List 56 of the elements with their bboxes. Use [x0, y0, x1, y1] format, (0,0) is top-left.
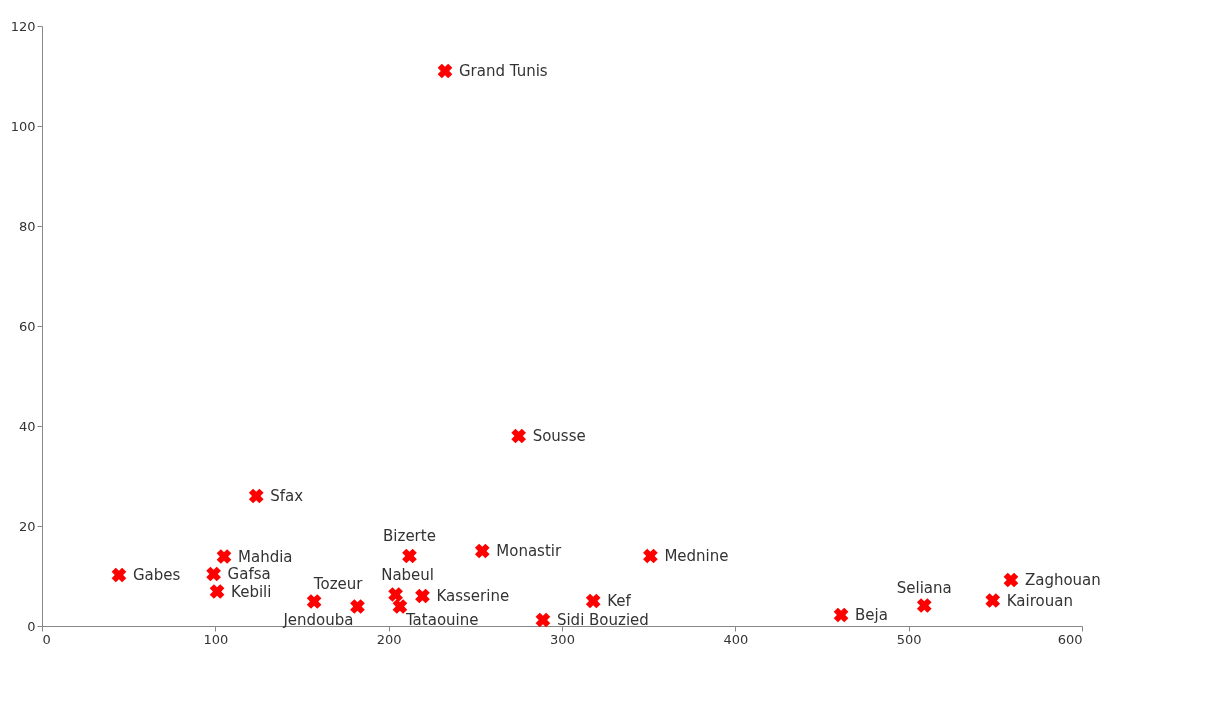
annotation: Seliana — [896, 578, 952, 597]
annotation: Monastir — [496, 542, 562, 560]
y-tick-label: 80 — [18, 218, 36, 234]
annotation: Kasserine — [436, 587, 510, 605]
point — [415, 588, 430, 604]
annotation: Mahdia — [238, 547, 293, 566]
y-tick-label: 20 — [18, 518, 36, 534]
y-tick-label: 100 — [10, 118, 36, 134]
y-tick-label: 60 — [18, 318, 36, 334]
annotation: Sidi Bouzied — [556, 611, 649, 629]
point — [216, 549, 232, 564]
y-tick-label: 40 — [18, 418, 36, 434]
x-tick-label: 200 — [376, 631, 402, 647]
point — [248, 488, 264, 504]
point — [350, 599, 365, 614]
point — [392, 599, 408, 614]
point — [388, 587, 403, 602]
point — [206, 566, 221, 582]
annotation: Grand Tunis — [459, 62, 548, 80]
point — [209, 584, 225, 599]
annotation: Tataouine — [404, 610, 479, 629]
x-tick-label: 0 — [42, 631, 51, 647]
annotation: Sousse — [532, 427, 586, 445]
x-tick-label: 400 — [723, 631, 749, 647]
point — [437, 63, 453, 79]
point — [643, 548, 658, 564]
annotation: Kebili — [231, 582, 272, 601]
annotation: Sfax — [270, 487, 304, 505]
x-tick-label: 600 — [1057, 631, 1083, 647]
annotation: Gafsa — [227, 565, 271, 583]
annotation: Kairouan — [1006, 591, 1073, 610]
x-tick-label: 100 — [203, 631, 229, 647]
point — [111, 567, 127, 583]
point — [585, 593, 601, 609]
annotation: Nabeul — [381, 565, 435, 584]
y-tick-label: 0 — [27, 618, 36, 634]
point — [402, 548, 417, 564]
x-tick-label: 300 — [550, 631, 575, 647]
point — [916, 598, 932, 613]
point — [833, 607, 849, 623]
annotation: Jendouba — [282, 610, 354, 629]
annotation: Zaghouan — [1024, 571, 1101, 589]
point — [535, 612, 551, 628]
x-tick-label: 500 — [896, 631, 922, 647]
point — [306, 594, 322, 609]
point — [1003, 572, 1019, 588]
y-tick-label: 120 — [10, 18, 36, 34]
annotation: Tozeur — [312, 574, 364, 593]
annotation: Gabes — [132, 566, 181, 584]
point — [985, 593, 1001, 608]
point — [511, 428, 527, 444]
point — [474, 543, 490, 559]
annotation: Mednine — [664, 547, 729, 565]
annotation: Bizerte — [383, 527, 436, 545]
annotation: Kef — [607, 592, 632, 610]
annotation: Beja — [855, 606, 888, 624]
